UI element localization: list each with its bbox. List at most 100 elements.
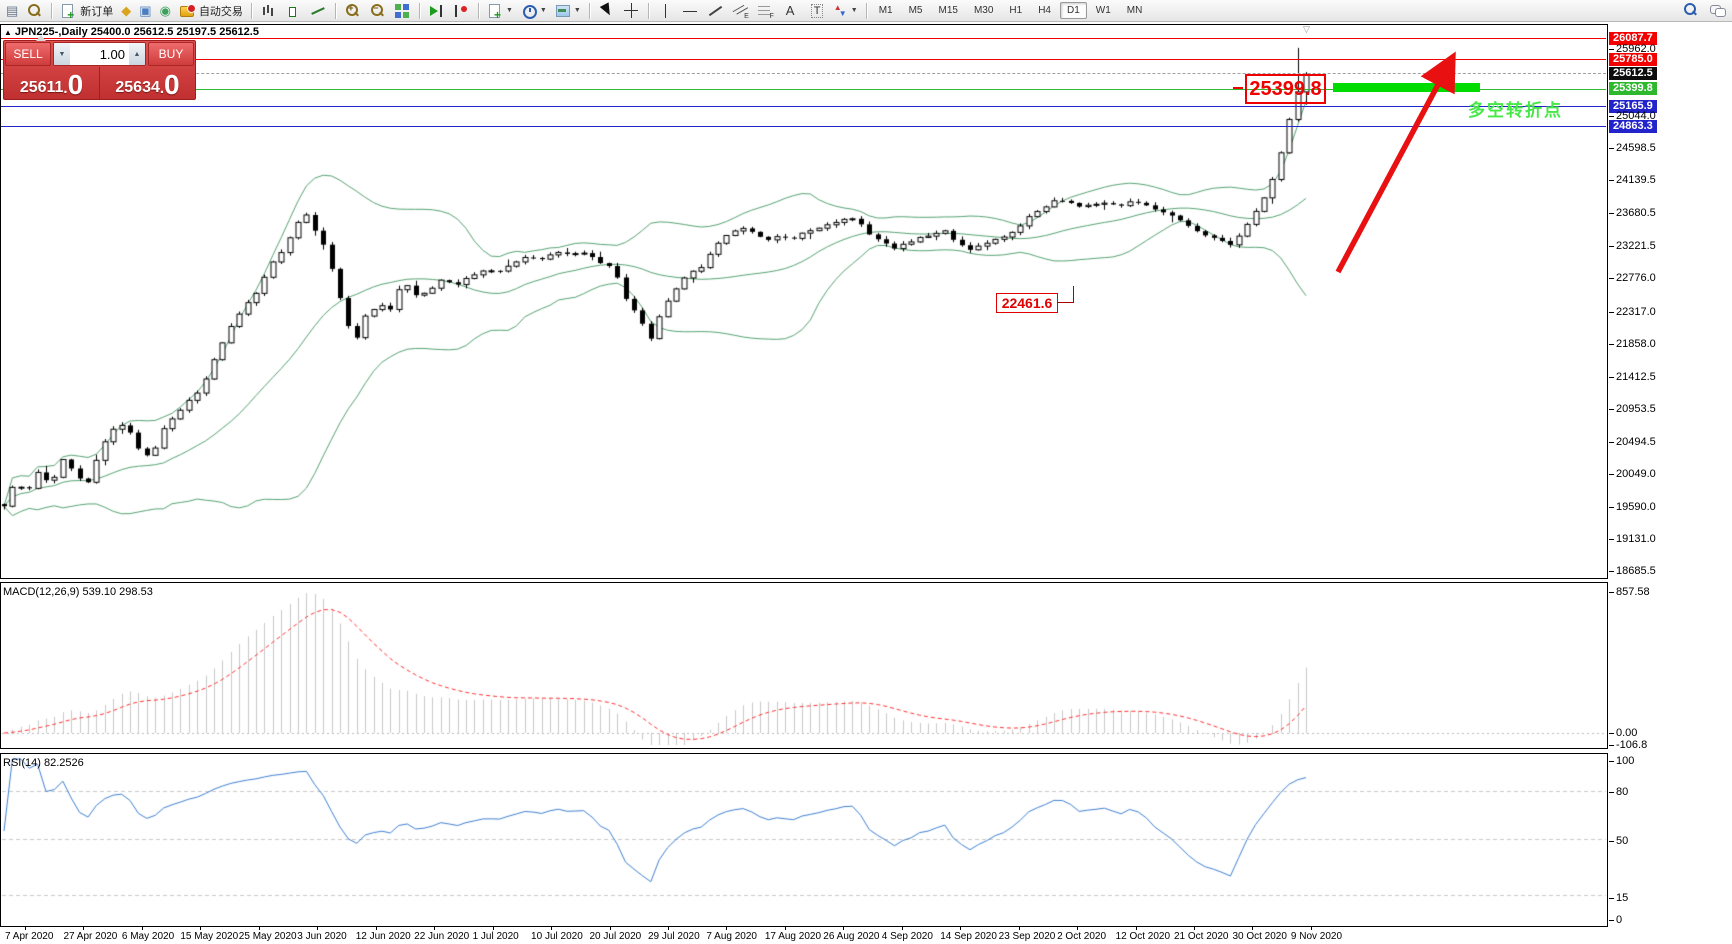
candlestick-canvas[interactable]	[1, 25, 1607, 578]
price-tick-25962.0: 25962.0	[1609, 43, 1656, 55]
rsi-canvas[interactable]	[1, 754, 1607, 926]
toolbar-group-6	[594, 0, 644, 22]
autotrade-button[interactable]: 自动交易	[175, 0, 247, 22]
main-chart-pane[interactable]	[0, 24, 1608, 579]
gold-icon[interactable]: ◆	[117, 0, 135, 22]
window-layout-icon[interactable]: ▤	[2, 0, 22, 22]
date-tick-label: 25 May 2020	[238, 931, 297, 942]
chart-shift-marker[interactable]: ▽	[1303, 24, 1310, 34]
current-price-line[interactable]	[1, 73, 1606, 74]
collapse-triangle-icon[interactable]: ▲	[4, 28, 12, 37]
date-tick-label: 29 Jul 2020	[647, 931, 700, 942]
sell-button[interactable]: SELL	[5, 42, 51, 66]
date-tick-mark	[25, 926, 26, 930]
zoom-out-icon[interactable]: −	[365, 0, 390, 22]
volume-down-button[interactable]: ▼	[54, 43, 70, 65]
price-tick-24863.3: 24863.3	[1609, 120, 1657, 133]
text-label-icon-glyph	[807, 3, 824, 19]
template-icon-caret[interactable]: ▼	[573, 7, 581, 14]
volume-stepper: ▼ ▲	[53, 42, 146, 66]
date-tick-label: 15 May 2020	[180, 931, 239, 942]
macd-pane[interactable]	[0, 582, 1608, 749]
date-tick-mark	[551, 926, 553, 930]
timeframe-mn[interactable]: MN	[1126, 5, 1143, 16]
volume-up-button[interactable]: ▲	[129, 43, 145, 65]
add-indicator-icon-caret[interactable]: ▼	[505, 7, 513, 14]
zoom-in-icon[interactable]: +	[340, 0, 365, 22]
chinese-note[interactable]: 多空转折点	[1468, 101, 1563, 120]
timeframe-w1[interactable]: W1	[1095, 5, 1111, 16]
add-indicator-icon[interactable]: ▼	[483, 0, 517, 22]
resistance-line-25785[interactable]	[1, 59, 1606, 60]
sell-price[interactable]: 25611. 0	[19, 69, 84, 100]
arrows-icon[interactable]: ▼	[828, 0, 862, 22]
community-icon[interactable]: ▣	[135, 0, 155, 22]
date-tick-label: 3 Jun 2020	[297, 931, 347, 942]
level-line-25165[interactable]	[1, 106, 1606, 107]
candlestick-chart-icon-glyph	[285, 3, 302, 19]
trendline-icon[interactable]	[703, 0, 728, 22]
support-line-25399[interactable]	[1, 89, 1606, 90]
buy-price[interactable]: 25634. 0	[115, 69, 180, 100]
vertical-line-icon[interactable]	[653, 0, 678, 22]
fibonacci-icon[interactable]	[753, 0, 778, 22]
bar-chart-icon[interactable]	[256, 0, 281, 22]
timeframe-m5[interactable]: M5	[908, 5, 923, 16]
timeframe-m30[interactable]: M30	[973, 5, 994, 16]
period-icon[interactable]: ▼	[517, 0, 551, 22]
macd-canvas[interactable]	[1, 583, 1607, 748]
text-label-icon[interactable]	[803, 0, 828, 22]
chart-shift-icon[interactable]	[449, 0, 474, 22]
toolbar: ▤ 新订单 ◆ ▣ ◉ 自动交易 +− ▼ ▼ ▼ ▼ M1 M5 M15 M30 H1 H4 D1 W1 MN	[0, 0, 1732, 22]
cursor-icon[interactable]	[594, 0, 619, 22]
buy-button[interactable]: BUY	[148, 42, 194, 66]
rsi-pane[interactable]	[0, 753, 1608, 927]
candlestick-chart-icon[interactable]	[281, 0, 306, 22]
date-tick-label: 2 Oct 2020	[1057, 931, 1107, 942]
resistance-price-label[interactable]: 25399.8	[1245, 74, 1326, 104]
auto-scroll-icon[interactable]	[424, 0, 449, 22]
text-icon[interactable]	[778, 0, 803, 22]
chart-profile-icon[interactable]	[22, 0, 47, 22]
toolbar-group-2	[256, 0, 331, 22]
price-tick-20494.5: 20494.5	[1609, 436, 1656, 448]
date-tick-label: 12 Jun 2020	[355, 931, 411, 942]
timeframe-h4[interactable]: H4	[1038, 5, 1051, 16]
price-tick-22317.0: 22317.0	[1609, 306, 1656, 318]
horizontal-line-icon[interactable]	[678, 0, 703, 22]
period-icon-caret[interactable]: ▼	[539, 7, 547, 14]
date-tick-label: 7 Aug 2020	[706, 931, 757, 942]
crosshair-icon-glyph	[623, 2, 640, 19]
timeframe-h1[interactable]: H1	[1009, 5, 1023, 16]
new-order-button[interactable]: 新订单	[56, 0, 117, 22]
timeframe-d1[interactable]: D1	[1060, 2, 1087, 19]
toolbar-group-1: 新订单 ◆ ▣ ◉ 自动交易	[56, 0, 247, 22]
support-price-label[interactable]: 22461.6	[996, 293, 1058, 313]
volume-input[interactable]	[70, 43, 129, 65]
date-tick-mark	[1018, 926, 1020, 930]
date-axis[interactable]: 7 Apr 2020 27 Apr 2020 6 May 2020 15 May 20…	[0, 926, 1608, 944]
timeframe-m1[interactable]: M1	[878, 5, 893, 16]
date-tick-mark	[1310, 926, 1312, 930]
template-icon[interactable]: ▼	[551, 0, 585, 22]
search-icon[interactable]	[1682, 2, 1699, 18]
arrows-icon-caret[interactable]: ▼	[850, 7, 858, 14]
price-tick-18685.5: 18685.5	[1609, 565, 1656, 577]
line-chart-icon[interactable]	[306, 0, 331, 22]
signals-icon[interactable]: ◉	[156, 0, 175, 22]
new-order-button-glyph	[60, 3, 77, 22]
timeframe-m15[interactable]: M15	[938, 5, 958, 16]
support-zone-bar[interactable]	[1333, 83, 1480, 92]
date-tick-label: 12 Oct 2020	[1115, 931, 1171, 942]
price-tick-25612.5: 25612.5	[1609, 67, 1657, 80]
trend-arrow[interactable]	[1290, 45, 1470, 290]
channel-icon[interactable]	[728, 0, 753, 22]
price-axis[interactable]: 26087.7 25962.0 25785.0 25612.5 25399.8 25165…	[1608, 24, 1732, 944]
tile-windows-icon[interactable]	[390, 0, 415, 22]
chat-icon[interactable]	[1709, 2, 1726, 18]
resistance-line-26087[interactable]	[1, 38, 1606, 39]
crosshair-icon[interactable]	[619, 0, 644, 22]
level-line-24863[interactable]	[1, 126, 1606, 127]
horizontal-line-icon-glyph	[682, 3, 699, 19]
